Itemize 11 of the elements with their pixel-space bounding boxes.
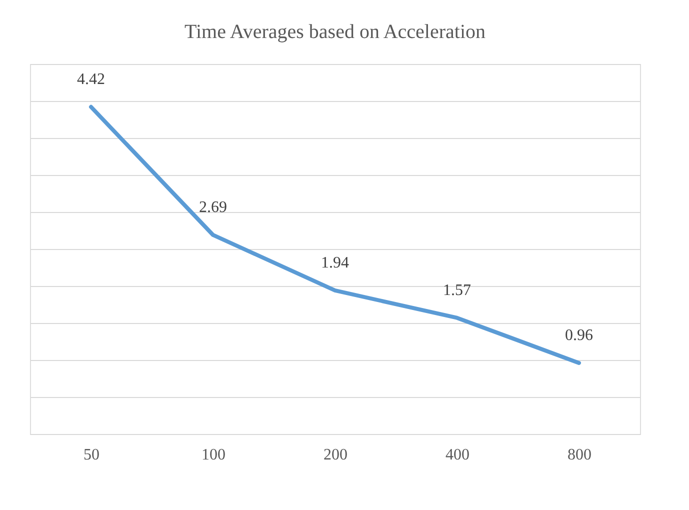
data-label: 1.57 [443, 282, 471, 299]
data-label: 1.94 [321, 254, 349, 272]
data-label: 0.96 [565, 326, 593, 344]
x-tick-label: 200 [324, 446, 348, 464]
chart-title: Time Averages based on Acceleration [184, 21, 486, 43]
x-tick-label: 50 [84, 446, 100, 464]
data-label: 4.42 [77, 70, 105, 88]
x-tick-label: 100 [202, 446, 226, 464]
data-label: 2.69 [199, 198, 227, 216]
x-tick-label: 400 [446, 446, 470, 464]
x-tick-label: 800 [568, 446, 592, 464]
